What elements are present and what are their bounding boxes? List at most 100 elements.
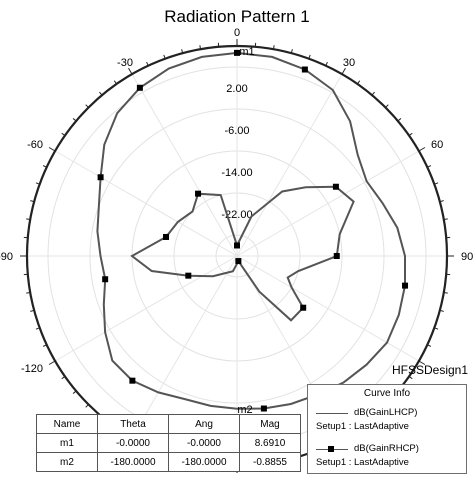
data-point-marker [260, 405, 267, 412]
marker-label-m1: m1 [239, 46, 254, 58]
ring-tick [439, 200, 444, 203]
marker-theta-cell: -0.0000 [97, 433, 169, 453]
legend-setup-rhcp: Setup1 : LastAdaptive [316, 457, 409, 468]
data-point-marker [300, 304, 307, 311]
data-point-marker [97, 174, 104, 181]
legend-marker-rhcp [328, 446, 334, 452]
ring-tick [418, 147, 426, 152]
ring-tick [26, 218, 31, 221]
curve-info-legend: Curve Info dB(GainLHCP) Setup1 : LastAda… [307, 384, 467, 474]
ring-tick [26, 291, 31, 294]
ring-tick [434, 182, 439, 185]
data-point-marker [129, 377, 136, 384]
marker-table-header: Name Theta Ang Mag [36, 414, 301, 434]
data-point-marker [185, 272, 192, 279]
ring-tick [35, 327, 40, 330]
marker-name-cell: m2 [36, 452, 98, 472]
ring-tick [128, 67, 133, 75]
table-row: m2 -180.0000 -180.0000 -0.8855 [36, 452, 301, 472]
ring-tick [308, 54, 311, 59]
grid-spoke [236, 73, 343, 257]
ring-tick [72, 118, 77, 122]
angle-tick-label: -120 [21, 363, 43, 375]
ring-tick [443, 291, 448, 294]
data-point-marker [234, 49, 240, 56]
marker-table: Name Theta Ang Mag m1 -0.0000 -0.0000 8.… [36, 414, 301, 472]
data-point-marker [163, 233, 170, 240]
data-point-marker [136, 84, 143, 91]
legend-entry-lhcp: dB(GainLHCP) Setup1 : LastAdaptive [308, 405, 466, 435]
ring-tick [85, 404, 89, 408]
radial-tick-label: -22.00 [221, 209, 252, 221]
design-label: HFSSDesign1 [392, 363, 468, 377]
marker-ang-cell: -0.0000 [168, 433, 240, 453]
marker-mag-cell: 8.6910 [239, 433, 301, 453]
ring-tick [418, 360, 426, 365]
data-point-marker [102, 276, 109, 283]
header-theta: Theta [97, 414, 169, 434]
grid-spoke [131, 73, 238, 257]
series-line-rhcp [130, 185, 355, 322]
marker-ang-cell: -180.0000 [168, 452, 240, 472]
radial-tick-label: -6.00 [224, 125, 249, 137]
header-ang: Ang [168, 414, 240, 434]
ring-tick [146, 61, 149, 66]
ring-tick [42, 165, 47, 168]
angle-tick-label: -60 [27, 139, 43, 151]
legend-series-name-lhcp: dB(GainLHCP) [354, 407, 418, 418]
ring-tick [35, 182, 40, 185]
ring-tick [48, 147, 56, 152]
ring-tick [371, 91, 375, 96]
ring-tick [325, 61, 328, 66]
ring-tick [113, 80, 117, 85]
header-name: Name [36, 414, 98, 434]
data-point-marker [235, 258, 242, 265]
ring-tick [30, 200, 35, 203]
ring-tick [290, 49, 293, 54]
radial-tick-label: 2.00 [226, 83, 247, 95]
ring-tick [439, 309, 444, 312]
marker-mag-cell: -0.8855 [239, 452, 301, 472]
ring-tick [42, 344, 47, 347]
ring-tick [181, 49, 184, 54]
radial-tick-label: -14.00 [221, 167, 252, 179]
legend-entry-rhcp: dB(GainRHCP) Setup1 : LastAdaptive [308, 441, 466, 471]
ring-tick [99, 91, 103, 96]
legend-title: Curve Info [363, 388, 411, 399]
data-point-marker [301, 66, 308, 73]
grid-spoke [236, 255, 420, 362]
header-mag: Mag [239, 414, 301, 434]
grid-spoke [236, 150, 420, 257]
ring-tick [357, 80, 361, 85]
ring-tick [385, 104, 389, 108]
grid-spoke [54, 150, 238, 257]
data-point-marker [234, 242, 240, 249]
ring-tick [272, 45, 275, 50]
ring-tick [397, 118, 402, 122]
angle-tick-label: -90 [0, 251, 13, 263]
ring-tick [72, 390, 77, 394]
marker-name-cell: m1 [36, 433, 98, 453]
angle-tick-label: 30 [343, 57, 355, 69]
ring-tick [443, 218, 448, 221]
angle-tick-label: -30 [117, 57, 133, 69]
data-point-marker [333, 253, 340, 259]
marker-theta-cell: -180.0000 [97, 452, 169, 472]
data-point-marker [195, 190, 202, 197]
ring-tick [163, 54, 166, 59]
marker-label-m2: m2 [237, 404, 252, 416]
ring-tick [341, 67, 346, 75]
ring-tick [30, 309, 35, 312]
legend-line-lhcp [316, 413, 348, 414]
legend-series-name-rhcp: dB(GainRHCP) [354, 443, 419, 454]
ring-tick [408, 132, 413, 136]
angle-tick-label: 0 [234, 27, 240, 39]
ring-tick [199, 45, 202, 50]
data-point-marker [402, 282, 409, 289]
ring-tick [434, 327, 439, 330]
angle-tick-label: 60 [431, 139, 443, 151]
grid-spoke [54, 255, 238, 362]
legend-setup-lhcp: Setup1 : LastAdaptive [316, 421, 409, 432]
ring-tick [61, 132, 66, 136]
